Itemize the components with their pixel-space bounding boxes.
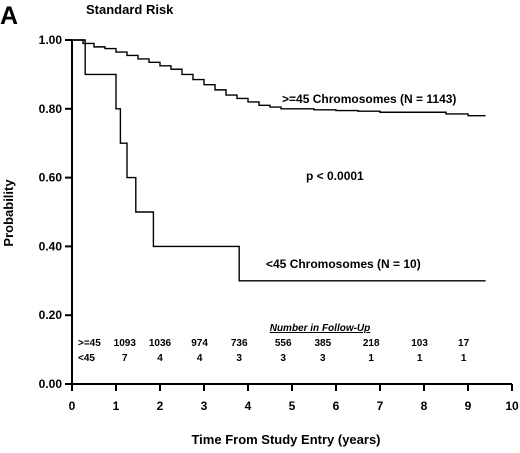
y-tick-label: 0.20 [39,308,63,322]
y-tick-label: 0.00 [39,377,63,391]
follow-up-table: >=45 1093 1036 974 736 556 385 218 103 17 <45 7 4 4 3 3… [78,338,470,364]
follow-up-count: 1093 [114,338,137,349]
follow-up-count: 974 [191,338,208,349]
follow-up-count: 556 [275,338,292,349]
x-tick-label: 10 [505,399,519,413]
series-layer [72,39,486,282]
y-tick-label: 0.60 [39,171,63,185]
follow-up-count: 1 [417,353,423,364]
x-tick-label: 3 [201,399,208,413]
follow-up-count: 3 [320,353,326,364]
follow-up-count: 7 [122,353,128,364]
x-tick-label: 5 [289,399,296,413]
low-group-label: <45 Chromosomes (N = 10) [266,257,421,271]
x-axis-label: Time From Study Entry (years) [191,432,380,447]
x-tick-label: 6 [333,399,340,413]
x-tick-label: 4 [245,399,252,413]
panel-letter: A [0,2,18,30]
x-axis-ticks: 0 1 2 3 4 5 6 7 8 9 10 [69,384,519,413]
survival-curve-low-chromosomes [72,39,486,282]
p-value-label: p < 0.0001 [306,169,364,183]
x-tick-label: 9 [465,399,472,413]
survival-curve-high-chromosomes [72,39,486,117]
follow-up-row-label: >=45 [78,338,101,349]
follow-up-count: 4 [157,353,163,364]
follow-up-count: 1 [461,353,467,364]
y-axis-ticks: 0.00 0.20 0.40 0.60 0.80 1.00 [39,33,72,391]
chart-title: Standard Risk [86,2,174,17]
x-tick-label: 8 [421,399,428,413]
follow-up-count: 1036 [149,338,172,349]
x-tick-label: 0 [69,399,76,413]
follow-up-count: 4 [197,353,203,364]
follow-up-count: 3 [236,353,242,364]
follow-up-count: 103 [411,338,428,349]
x-tick-label: 2 [157,399,164,413]
follow-up-count: 17 [458,338,470,349]
follow-up-count: 385 [314,338,331,349]
follow-up-count: 3 [280,353,286,364]
follow-up-count: 736 [231,338,248,349]
y-tick-label: 0.80 [39,102,63,116]
high-group-label: >=45 Chromosomes (N = 1143) [282,92,456,106]
follow-up-header: Number in Follow-Up [270,323,371,334]
x-tick-label: 1 [113,399,120,413]
y-axis-label: Probability [1,179,16,247]
follow-up-count: 218 [363,338,380,349]
y-tick-label: 1.00 [39,33,63,47]
y-tick-label: 0.40 [39,239,63,253]
x-tick-label: 7 [377,399,384,413]
follow-up-count: 1 [368,353,374,364]
follow-up-row-label: <45 [78,353,95,364]
